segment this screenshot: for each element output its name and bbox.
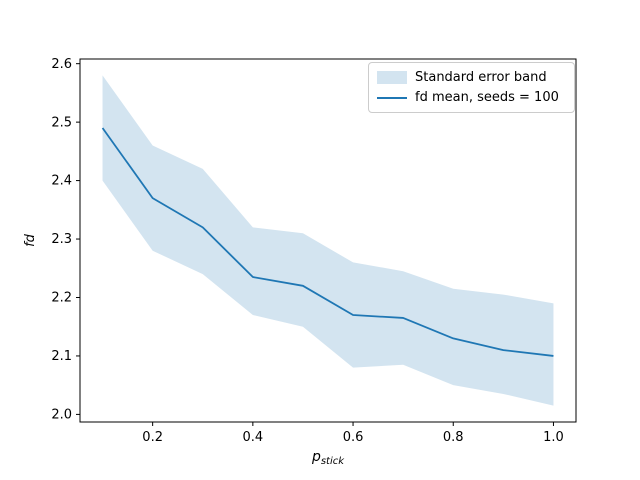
y-tick-label: 2.3	[51, 232, 72, 247]
x-tick-label: 0.4	[243, 430, 264, 445]
x-tick-label: 0.2	[142, 430, 163, 445]
line-swatch-icon	[377, 96, 407, 99]
y-axis-label: fd	[23, 233, 38, 247]
y-tick-label: 2.5	[51, 115, 72, 130]
legend-item-mean-line: fd mean, seeds = 100	[377, 88, 566, 108]
x-axis-label-main: p	[311, 449, 321, 465]
x-tick-label: 0.8	[443, 430, 464, 445]
error-band	[102, 75, 554, 406]
x-tick-label: 0.6	[343, 430, 364, 445]
mean-line	[101, 127, 554, 357]
x-tick-label: 1.0	[543, 430, 564, 445]
y-tick-label: 2.1	[51, 349, 72, 364]
legend-label-band: Standard error band	[415, 69, 547, 85]
x-axis-label-subscript: stick	[321, 456, 345, 467]
legend: Standard error band fd mean, seeds = 100	[368, 62, 575, 113]
plot-border	[79, 58, 577, 423]
legend-item-band: Standard error band	[377, 67, 566, 87]
y-tick-label: 2.6	[51, 57, 72, 72]
x-axis-label: pstick	[311, 449, 345, 467]
y-tick-label: 2.2	[51, 291, 72, 306]
y-tick-label: 2.4	[51, 174, 72, 189]
legend-label-mean-line: fd mean, seeds = 100	[415, 90, 559, 106]
band-swatch-icon	[377, 70, 407, 84]
y-tick-label: 2.0	[51, 408, 72, 423]
